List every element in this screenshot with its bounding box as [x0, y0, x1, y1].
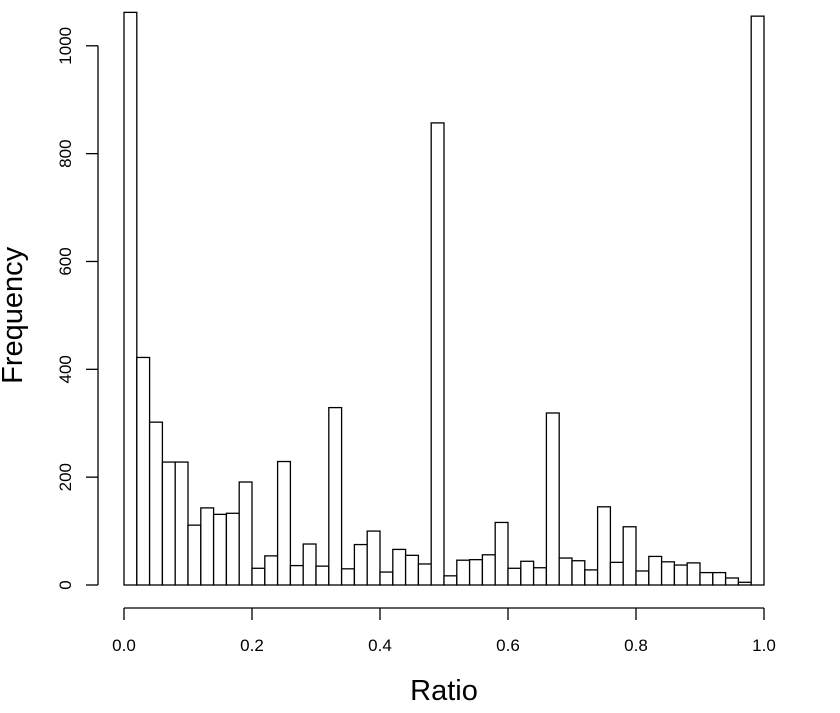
histogram-bar — [750, 15, 765, 586]
x-tick-label: 0.2 — [240, 636, 264, 655]
histogram-bar — [712, 571, 727, 586]
histogram-bar — [507, 567, 522, 586]
histogram-bar — [340, 568, 356, 586]
histogram-bar — [187, 524, 202, 586]
x-axis-title: Ratio — [410, 675, 478, 707]
histogram-bar — [392, 548, 407, 586]
y-tick-label: 1000 — [56, 27, 75, 65]
histogram-bar — [379, 571, 394, 586]
histogram-bar — [315, 565, 330, 586]
histogram-bar — [622, 526, 637, 586]
y-axis-title: Frequency — [0, 246, 29, 384]
histogram-bar — [635, 570, 650, 586]
y-tick-label: 0 — [56, 580, 75, 589]
histogram-bar — [136, 356, 151, 586]
histogram-bar — [404, 554, 420, 586]
histogram-bar — [686, 562, 701, 586]
histogram-bar — [212, 513, 228, 586]
histogram-bar — [200, 507, 215, 586]
histogram-bar — [584, 569, 599, 586]
histogram-bar — [468, 559, 484, 586]
y-tick-label: 800 — [56, 139, 75, 167]
histogram-bar — [366, 530, 381, 586]
y-tick-label: 400 — [56, 355, 75, 383]
histogram-bar — [417, 563, 432, 586]
histogram-bar — [264, 555, 279, 586]
histogram-bar — [673, 564, 688, 586]
x-tick-label: 0.6 — [496, 636, 520, 655]
histogram-bar — [724, 577, 740, 586]
histogram-bar — [238, 481, 253, 586]
x-tick-label: 0.0 — [112, 636, 136, 655]
histogram-bar — [328, 406, 343, 586]
x-tick-label: 0.4 — [368, 636, 392, 655]
histogram-bar — [353, 543, 368, 586]
histogram-bar — [481, 554, 496, 586]
histogram-bar — [558, 557, 573, 586]
histogram-bar — [571, 560, 586, 586]
histogram-bar — [443, 575, 458, 586]
y-tick-label: 600 — [56, 247, 75, 275]
histogram-bar — [251, 567, 266, 586]
histogram-bar — [225, 512, 240, 586]
histogram-bar — [456, 559, 471, 586]
histogram-bar — [289, 564, 304, 586]
histogram-bar — [174, 461, 189, 586]
histogram-bar — [545, 412, 560, 586]
histogram-bar — [148, 421, 164, 586]
y-tick-label: 200 — [56, 463, 75, 491]
histogram-bar — [532, 567, 548, 586]
histogram-bar — [596, 506, 612, 586]
histogram-bar — [494, 521, 509, 586]
histogram-bar — [737, 581, 752, 586]
histogram-bar — [302, 543, 317, 586]
histogram-bar — [430, 122, 445, 586]
histogram-bar — [648, 555, 663, 586]
histogram-bar — [699, 571, 714, 586]
histogram-bar — [660, 561, 676, 586]
y-axis: 0 200 400 600 800 1000 — [56, 27, 99, 590]
histogram-bar — [276, 460, 292, 586]
histogram-bar — [609, 561, 624, 586]
histogram-bar — [123, 11, 138, 586]
histogram-bar — [520, 560, 535, 586]
x-tick-label: 0.8 — [624, 636, 648, 655]
histogram-bar — [161, 461, 176, 586]
bars-group — [123, 11, 765, 586]
x-tick-label: 1.0 — [752, 636, 776, 655]
x-axis: 0.0 0.2 0.4 0.6 0.8 1.0 — [112, 607, 776, 655]
